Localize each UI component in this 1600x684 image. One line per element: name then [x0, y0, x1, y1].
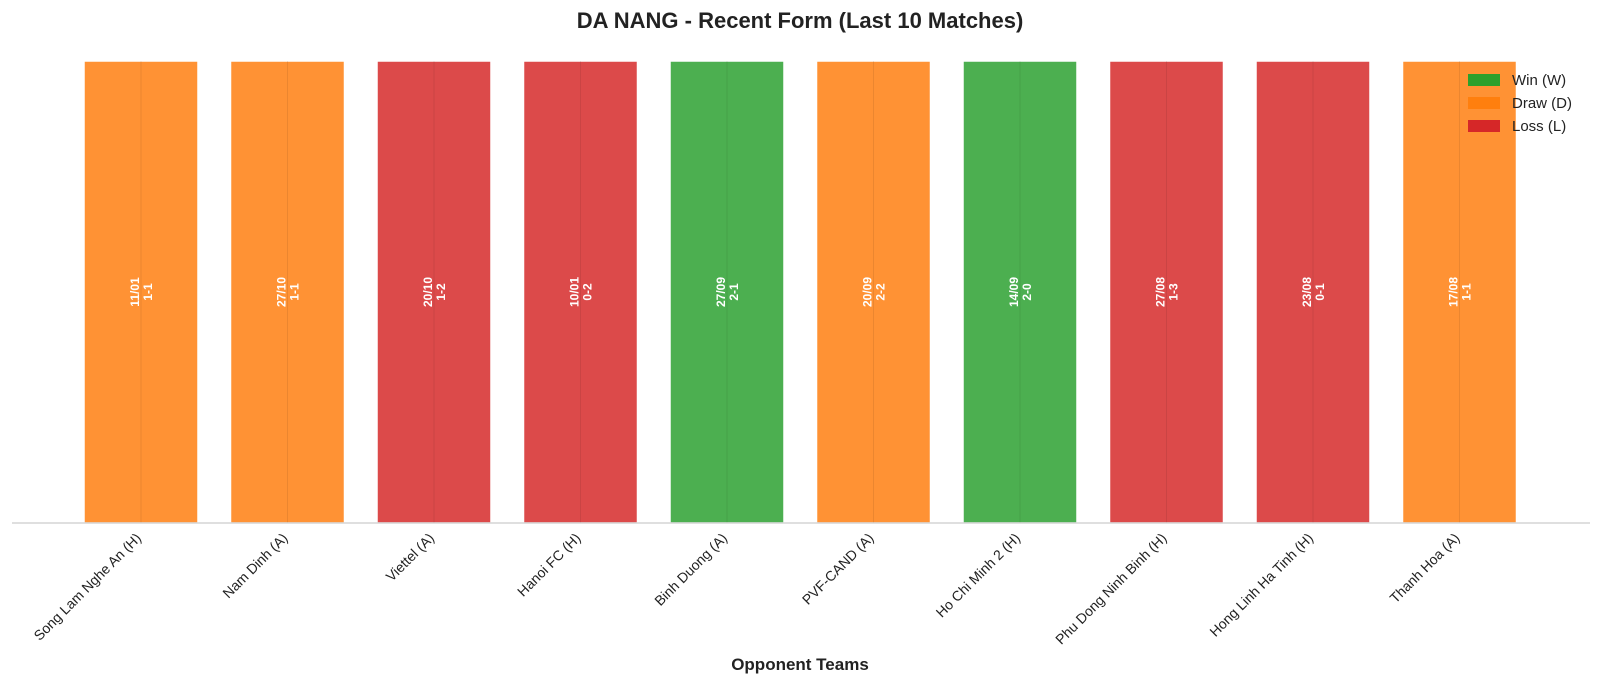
bar-label: 17/081-1: [1447, 277, 1474, 307]
match-score: 1-1: [1460, 283, 1474, 301]
x-tick-label: Thanh Hoa (A): [1386, 530, 1462, 606]
legend-label-d: Draw (D): [1512, 95, 1572, 112]
bar-label: 27/101-1: [275, 277, 302, 307]
legend: Win (W) Draw (D) Loss (L): [1468, 72, 1572, 135]
legend-label-l: Loss (L): [1512, 118, 1566, 135]
bar-d: [1401, 60, 1518, 524]
match-date: 10/01: [568, 277, 582, 307]
bar-label: 27/092-1: [714, 277, 741, 307]
bar-l: [1255, 60, 1371, 524]
x-tick-label: Phu Dong Ninh Binh (H): [1052, 530, 1170, 648]
match-score: 0-2: [581, 283, 595, 301]
legend-swatch-d: [1468, 97, 1500, 109]
legend-swatch-l: [1468, 120, 1500, 132]
match-score: 2-2: [874, 283, 888, 301]
x-tick-label: Viettel (A): [383, 530, 438, 585]
bar-label: 10/010-2: [568, 277, 595, 307]
bar-d: [83, 60, 199, 524]
bar-label: 23/080-1: [1300, 277, 1327, 307]
x-tick-labels: Song Lam Nghe An (H) Nam Dinh (A) Viettel …: [30, 530, 1462, 648]
x-axis-label: Opponent Teams: [731, 655, 869, 674]
x-tick-label: Nam Dinh (A): [219, 530, 290, 601]
bars-group: 11/011-1 27/101-1 20/101-2 10/010-2 27/092-1…: [83, 60, 1518, 524]
match-date: 23/08: [1300, 277, 1314, 307]
match-score: 1-2: [434, 283, 448, 301]
x-tick-label: Hong Linh Ha Tinh (H): [1206, 530, 1316, 640]
bar-l: [376, 60, 492, 524]
match-score: 1-3: [1167, 283, 1181, 301]
chart-title: DA NANG - Recent Form (Last 10 Matches): [577, 8, 1024, 33]
match-date: 11/01: [128, 277, 142, 307]
x-tick-label: PVF-CAND (A): [799, 530, 877, 608]
bar-w: [962, 60, 1078, 524]
match-score: 0-1: [1313, 283, 1327, 301]
match-date: 20/09: [861, 277, 875, 307]
match-score: 2-0: [1020, 283, 1034, 301]
match-date: 14/09: [1007, 277, 1021, 307]
x-tick-label: Hanoi FC (H): [514, 530, 584, 600]
match-score: 1-1: [288, 283, 302, 301]
match-date: 27/09: [714, 277, 728, 307]
bar-label: 27/081-3: [1154, 277, 1181, 307]
match-score: 2-1: [727, 283, 741, 301]
bar-d: [229, 60, 346, 524]
bar-label: 20/092-2: [861, 277, 888, 307]
bar-l: [1108, 60, 1225, 524]
bar-label: 14/092-0: [1007, 277, 1034, 307]
bar-d: [815, 60, 932, 524]
match-date: 27/08: [1154, 277, 1168, 307]
legend-label-w: Win (W): [1512, 72, 1566, 89]
match-date: 17/08: [1447, 277, 1461, 307]
bar-label: 11/011-1: [128, 277, 155, 307]
match-score: 1-1: [141, 283, 155, 301]
match-date: 27/10: [275, 277, 289, 307]
x-tick-label: Ho Chi Minh 2 (H): [933, 530, 1024, 621]
legend-swatch-w: [1468, 74, 1500, 86]
x-tick-label: Binh Duong (A): [651, 530, 730, 609]
x-tick-label: Song Lam Nghe An (H): [30, 530, 144, 644]
bar-label: 20/101-2: [421, 277, 448, 307]
match-date: 20/10: [421, 277, 435, 307]
